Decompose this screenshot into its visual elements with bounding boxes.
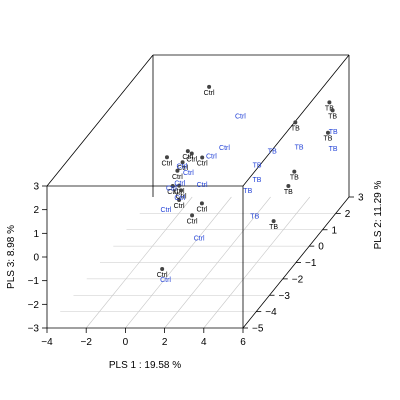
point-label: Ctrl [206, 154, 217, 161]
y-tick-label: −2 [28, 300, 40, 311]
data-points: CtrlCtrlCtrlCtrlCtrlCtrlCtrlCtrlCtrlCtrl… [157, 84, 338, 284]
x-axis-ticks: −4 −2 0 2 4 6 [41, 328, 246, 348]
point-label: Ctrl [167, 189, 178, 196]
point-label: Ctrl [219, 145, 230, 152]
point-label: Ctrl [182, 154, 193, 161]
z-tick-label: −3 [279, 291, 291, 302]
point-label: Ctrl [187, 218, 198, 225]
data-point [175, 168, 180, 173]
point-label: Ctrl [157, 272, 168, 279]
point-label: TB [295, 145, 304, 152]
point-label: TB [329, 129, 338, 136]
floor-grid [60, 196, 336, 329]
point-label: Ctrl [174, 195, 185, 202]
x-tick-label: −4 [41, 337, 53, 348]
point-label: TB [268, 149, 277, 156]
y-tick-label: −1 [28, 276, 40, 287]
y-tick-label: 0 [33, 253, 39, 264]
point-label: TB [329, 146, 338, 153]
data-point [271, 219, 276, 224]
z-tick-label: −2 [292, 274, 304, 285]
z-tick-label: 3 [358, 193, 364, 204]
z-axis-title: PLS 2: 11.29 % [373, 181, 384, 250]
point-label: Ctrl [176, 163, 187, 170]
data-point [292, 169, 297, 174]
point-label: Ctrl [197, 160, 208, 167]
data-point [293, 120, 298, 125]
point-label: TB [323, 136, 332, 143]
point-label: TB [328, 113, 337, 120]
x-tick-label: 4 [201, 337, 207, 348]
y-tick-label: 3 [33, 182, 39, 193]
data-point [199, 201, 204, 206]
z-tick-label: −1 [305, 258, 317, 269]
point-label: TB [269, 224, 278, 231]
x-tick-label: 2 [162, 337, 168, 348]
point-label: TB [243, 188, 252, 195]
point-label: Ctrl [176, 193, 187, 200]
point-label: Ctrl [196, 206, 207, 213]
point-label: Ctrl [172, 174, 183, 181]
data-point [286, 184, 291, 189]
point-label: Ctrl [183, 170, 194, 177]
data-point [325, 130, 330, 135]
point-label: TB [325, 105, 334, 112]
point-label: TB [253, 162, 262, 169]
z-tick-label: 1 [332, 225, 338, 236]
data-point [200, 155, 205, 160]
data-point [327, 100, 332, 105]
y-tick-label: 2 [33, 205, 39, 216]
point-label: Ctrl [174, 180, 185, 187]
data-point [189, 151, 194, 156]
data-point [164, 155, 169, 160]
x-tick-label: 6 [240, 337, 246, 348]
data-point [160, 267, 165, 272]
point-label: Ctrl [174, 203, 185, 210]
z-tick-label: 0 [318, 242, 324, 253]
data-point [177, 183, 182, 188]
data-point [207, 84, 212, 89]
data-point [330, 108, 335, 113]
data-point [190, 213, 195, 218]
point-label: TB [250, 213, 259, 220]
y-tick-label: 1 [33, 229, 39, 240]
x-tick-label: 0 [123, 337, 129, 348]
point-label: TB [290, 175, 299, 182]
y-axis-title: PLS 3: 8.98 % [6, 225, 17, 289]
box-edge [46, 54, 154, 187]
point-label: Ctrl [160, 277, 171, 284]
point-label: Ctrl [161, 207, 172, 214]
y-axis-ticks: −3 −2 −1 0 1 2 3 [28, 182, 47, 335]
point-label: Ctrl [197, 182, 208, 189]
z-tick-label: −4 [265, 307, 277, 318]
y-tick-label: −3 [28, 324, 40, 335]
point-label: Ctrl [177, 165, 188, 172]
point-label: TB [284, 189, 293, 196]
data-point [179, 188, 184, 193]
x-tick-label: −2 [80, 337, 92, 348]
point-label: Ctrl [162, 160, 173, 167]
point-label: Ctrl [235, 113, 246, 120]
data-point [180, 160, 185, 165]
data-point [177, 198, 182, 203]
point-label: Ctrl [204, 90, 215, 97]
z-tick-label: 2 [345, 209, 351, 220]
x-axis-title: PLS 1 : 19.58 % [109, 360, 181, 371]
data-point [170, 184, 175, 189]
data-point [185, 149, 190, 154]
point-label: Ctrl [166, 186, 177, 193]
point-label: Ctrl [194, 236, 205, 243]
point-label: Ctrl [186, 156, 197, 163]
point-label: TB [253, 177, 262, 184]
point-label: Ctrl [174, 189, 185, 196]
z-tick-label: −5 [252, 324, 264, 335]
point-label: TB [291, 125, 300, 132]
